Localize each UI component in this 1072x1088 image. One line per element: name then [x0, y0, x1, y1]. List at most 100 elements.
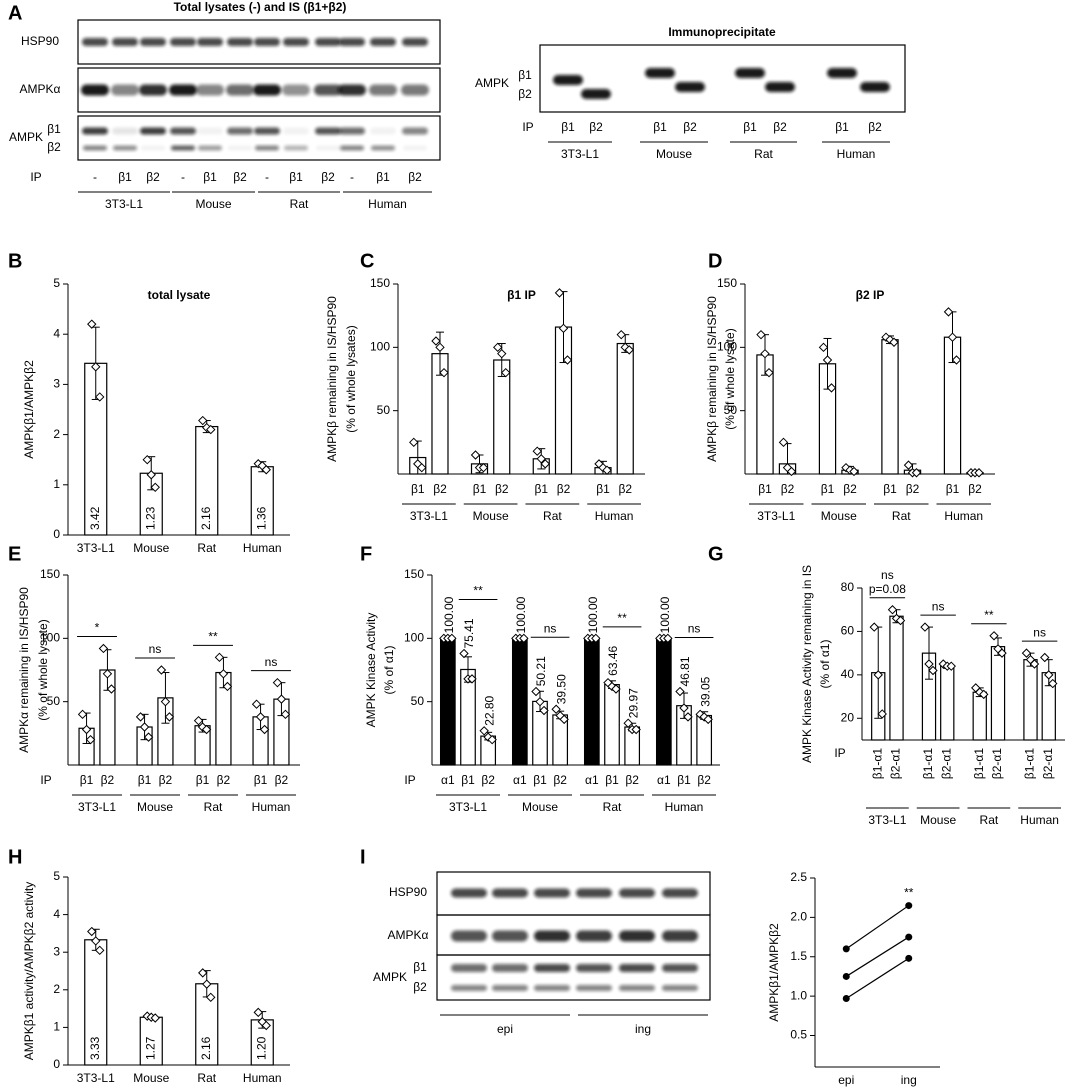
blot-band [827, 68, 857, 78]
significance-label: * [95, 621, 100, 635]
blot-band [339, 38, 365, 46]
bar [460, 668, 476, 766]
x-axis-label: IP [40, 773, 51, 787]
data-point [946, 661, 956, 671]
data-point [218, 669, 229, 679]
data-point [146, 470, 156, 480]
blot-band [83, 145, 107, 151]
group-label: Mouse [473, 509, 509, 523]
data-point [822, 355, 833, 365]
bar [990, 646, 1006, 741]
data-point [519, 633, 529, 644]
data-point [478, 462, 489, 473]
significance-label: ns [149, 642, 162, 656]
blot-band [402, 127, 428, 135]
data-point [253, 1007, 263, 1018]
panel-letter: E [8, 543, 21, 565]
bar [655, 637, 672, 766]
blot-band [860, 82, 890, 92]
data-point [979, 689, 989, 700]
value-label: 1.20 [254, 1036, 268, 1060]
data-point [259, 724, 270, 735]
lane-label: - [93, 170, 97, 184]
data-point [873, 670, 883, 680]
data-point [675, 686, 685, 697]
data-point [924, 659, 934, 669]
value-label: 63.46 [606, 645, 620, 675]
series-line [845, 957, 910, 999]
data-point [989, 631, 999, 641]
value-label: 100.00 [442, 596, 456, 633]
group-label: Rat [204, 800, 223, 814]
blot-band [534, 985, 570, 991]
y-axis-label: AMPK Kinase Activity remaining in IS [800, 565, 814, 763]
lane-label: β2 [159, 773, 173, 787]
group-label: 3T3-L1 [757, 509, 795, 523]
significance-label: ** [904, 886, 914, 900]
blot-band [403, 145, 427, 151]
lane-label: α1 [657, 773, 671, 787]
y-tick-label: 50 [411, 694, 425, 708]
y-tick-label: 50 [724, 403, 738, 417]
y-axis-label: AMPKβ remaining in IS/HSP90 [325, 296, 339, 462]
value-label: 1.27 [143, 1036, 157, 1060]
data-point [198, 968, 208, 978]
lane-label: β1 [289, 170, 303, 184]
blot-band [284, 145, 308, 151]
blot-band [662, 888, 698, 898]
y-tick-label: 3 [53, 944, 60, 958]
blot-band [735, 68, 765, 78]
data-point [150, 1013, 160, 1023]
y-axis-label: (% of whole lysates) [344, 325, 358, 432]
data-point [202, 979, 212, 989]
data-point [551, 704, 561, 714]
data-point [459, 648, 469, 659]
data-point [535, 696, 545, 707]
blot-band [619, 888, 655, 898]
y-axis-label: (% of α1) [818, 640, 832, 689]
data-point [222, 681, 233, 692]
blot-band [139, 84, 167, 96]
data-point [193, 715, 204, 726]
data-point [87, 926, 97, 937]
blot-band [141, 145, 165, 151]
y-tick-label: 100 [717, 340, 737, 354]
group-label: Mouse [821, 509, 857, 523]
group-label: Human [1020, 813, 1059, 827]
data-point [928, 665, 938, 676]
data-point [409, 437, 419, 448]
group-label: Rat [603, 800, 622, 814]
data-point [869, 622, 879, 632]
data-point [1040, 652, 1050, 663]
data-point [623, 718, 633, 728]
significance-label: p=0.08 [869, 582, 906, 596]
data-point [842, 994, 850, 1002]
data-point [562, 355, 573, 365]
group-label: Human [665, 800, 704, 814]
blot-band [369, 84, 397, 96]
data-point [98, 643, 109, 654]
blot-band [576, 964, 612, 972]
lane-label: β2 [906, 482, 920, 496]
significance-label: ** [473, 584, 483, 598]
x-tick-label: Rat [197, 1071, 216, 1085]
blot-band [82, 127, 108, 135]
blot-band [314, 84, 342, 96]
y-tick-label: 80 [841, 580, 855, 594]
blot-band [451, 964, 487, 972]
y-tick-label: 5 [53, 869, 60, 883]
data-point [889, 337, 899, 347]
group-label: ing [635, 1022, 651, 1036]
lane-label: β1 [605, 773, 619, 787]
data-point [558, 323, 569, 334]
data-point [106, 684, 117, 694]
chart-title: β1 IP [507, 288, 536, 302]
y-axis-label: (% of whole lysate) [36, 619, 50, 720]
data-point [895, 615, 906, 626]
data-point [1048, 678, 1058, 689]
data-point [947, 332, 958, 342]
lane-label: α1 [585, 773, 599, 787]
data-point [87, 319, 97, 329]
blot-band [282, 84, 310, 96]
y-tick-label: 2 [53, 982, 60, 996]
